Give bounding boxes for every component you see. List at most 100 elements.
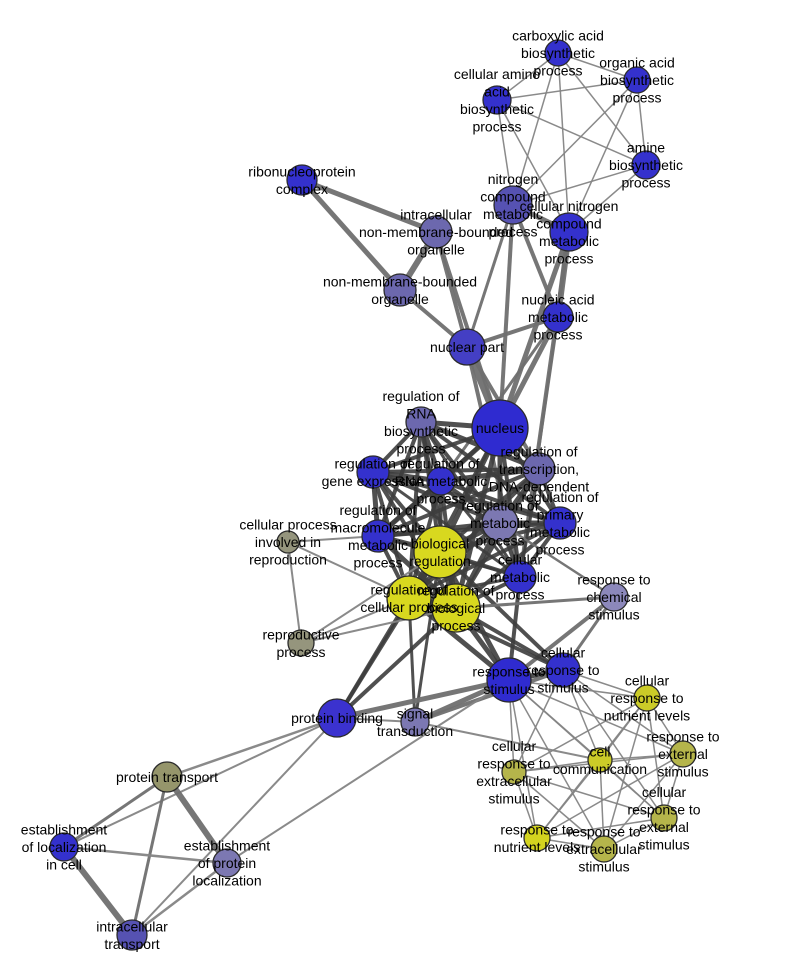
edge-crs-br[interactable]	[438, 550, 565, 672]
edge-pb-it[interactable]	[131, 717, 338, 936]
edge-crs-cre[interactable]	[513, 669, 564, 773]
node-ribo[interactable]	[286, 164, 318, 196]
node-br[interactable]	[413, 525, 467, 579]
edge-epl-rs[interactable]	[226, 679, 510, 864]
edge-cir-rp[interactable]	[287, 541, 302, 644]
edge-carb-ncm[interactable]	[512, 52, 559, 206]
node-pt[interactable]	[151, 761, 183, 793]
edge-ribo-inmbo[interactable]	[301, 177, 437, 235]
edge-caa-cncm[interactable]	[496, 99, 570, 233]
node-nucleic[interactable]	[542, 301, 574, 333]
node-rge[interactable]	[356, 455, 390, 489]
edge-cre-crex[interactable]	[513, 771, 665, 819]
node-nucleus[interactable]	[471, 399, 529, 457]
edge-caa-amine[interactable]	[496, 99, 647, 166]
edge-cc-crex[interactable]	[599, 759, 665, 819]
edge-rch-rbp[interactable]	[455, 595, 615, 610]
edge-rt-rge[interactable]	[372, 467, 540, 474]
edge-amine-ncm[interactable]	[512, 164, 647, 206]
edge-st-cc[interactable]	[414, 721, 601, 761]
edge-crn-cre[interactable]	[513, 697, 648, 773]
edge-rex-rnl[interactable]	[536, 753, 684, 839]
edge-carb-amine[interactable]	[557, 52, 647, 166]
edge-ilc-epl[interactable]	[63, 845, 228, 865]
node-crn[interactable]	[633, 684, 661, 712]
edge-cc-rnl[interactable]	[536, 759, 601, 839]
node-org[interactable]	[623, 66, 651, 94]
edge-carb-org[interactable]	[557, 52, 638, 81]
node-crs[interactable]	[545, 652, 581, 688]
edge-rs-rex[interactable]	[508, 679, 684, 755]
edge-rnl-crex[interactable]	[536, 817, 665, 839]
edge-rex-rexc[interactable]	[603, 753, 684, 850]
edge-crn-rexc[interactable]	[603, 697, 648, 850]
node-rp[interactable]	[287, 629, 315, 657]
node-rt[interactable]	[522, 452, 556, 486]
edge-cre-rexc[interactable]	[513, 771, 605, 850]
edge-carb-cncm[interactable]	[557, 52, 570, 233]
edge-rs-rexc[interactable]	[508, 679, 605, 850]
node-caa[interactable]	[482, 85, 512, 115]
edge-ncm-nucleus[interactable]	[498, 204, 515, 429]
edge-org-ncm[interactable]	[512, 79, 638, 206]
edge-rrm-rpm[interactable]	[440, 479, 561, 525]
node-rme[interactable]	[481, 504, 519, 542]
edge-rp-br[interactable]	[300, 551, 441, 644]
node-rcp[interactable]	[386, 575, 432, 621]
edge-ilc-it[interactable]	[61, 845, 135, 937]
edge-ncm-nucleic[interactable]	[511, 204, 560, 318]
node-rrb[interactable]	[405, 406, 437, 438]
node-crex[interactable]	[650, 804, 678, 832]
edge-pb-rs[interactable]	[336, 677, 510, 721]
edge-ribo-nmbo[interactable]	[300, 178, 402, 292]
node-cncm[interactable]	[549, 212, 589, 252]
edge-org-cncm[interactable]	[568, 79, 638, 233]
edge-ncm-nuclear_part[interactable]	[465, 204, 515, 348]
edge-pb-ilc[interactable]	[63, 717, 338, 848]
node-rpm[interactable]	[543, 506, 577, 540]
node-it[interactable]	[116, 919, 148, 951]
node-rrm[interactable]	[426, 466, 456, 496]
node-carb[interactable]	[544, 39, 572, 67]
node-cir[interactable]	[276, 530, 300, 554]
edge-rch-rme[interactable]	[499, 521, 615, 599]
edge-st-crs[interactable]	[414, 668, 564, 724]
node-rex[interactable]	[669, 740, 697, 768]
node-pb[interactable]	[317, 698, 357, 738]
node-rs[interactable]	[486, 657, 532, 703]
node-rbp[interactable]	[431, 583, 481, 633]
node-inmbo[interactable]	[419, 215, 453, 249]
edge-pb-pt[interactable]	[166, 716, 338, 779]
node-st[interactable]	[400, 707, 430, 737]
edge-cncm-nucleus[interactable]	[497, 231, 572, 429]
edge-rge-rbp[interactable]	[371, 470, 458, 610]
node-cmp[interactable]	[503, 560, 537, 594]
edge-pb-rcp[interactable]	[335, 596, 411, 720]
node-nmbo[interactable]	[383, 273, 417, 307]
edge-rrb-rme[interactable]	[419, 420, 502, 525]
node-cre[interactable]	[501, 759, 527, 785]
edge-pb-rbp[interactable]	[335, 606, 458, 720]
node-rch[interactable]	[599, 582, 629, 612]
node-ncm[interactable]	[493, 185, 533, 225]
node-rexc[interactable]	[590, 835, 618, 863]
edge-crs-crex[interactable]	[562, 669, 665, 819]
node-label-rme: regulation of metabolic process	[461, 498, 538, 549]
node-ilc[interactable]	[49, 832, 79, 862]
node-label-rmm: regulation of macromolecule metabolic proce…	[331, 502, 426, 571]
edge-rp-rbp[interactable]	[300, 607, 457, 644]
edge-cc-rexc[interactable]	[599, 759, 605, 850]
edge-org-caa[interactable]	[496, 79, 638, 101]
edge-crn-crex[interactable]	[646, 697, 665, 819]
node-nuclear_part[interactable]	[448, 328, 486, 366]
node-rmm[interactable]	[361, 519, 395, 553]
node-rnl[interactable]	[523, 824, 551, 852]
edge-pt-epl[interactable]	[164, 775, 230, 865]
edge-rs-rnl[interactable]	[508, 679, 538, 839]
node-amine[interactable]	[631, 150, 661, 180]
node-cc[interactable]	[587, 747, 613, 773]
edge-pt-ilc[interactable]	[63, 775, 168, 849]
edge-epl-it[interactable]	[131, 862, 228, 936]
node-epl[interactable]	[212, 848, 242, 878]
